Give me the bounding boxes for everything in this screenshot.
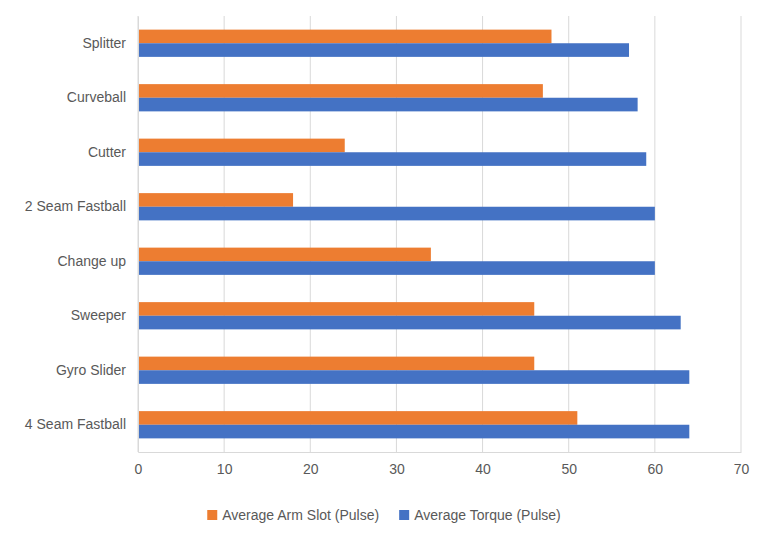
tick-label: 4 Seam Fastball (25, 416, 126, 432)
tick: 40 (475, 452, 491, 477)
bar (138, 425, 689, 439)
bar (138, 193, 293, 207)
bar (138, 370, 689, 384)
tick-label: 40 (475, 461, 491, 477)
tick-label: Sweeper (71, 307, 127, 323)
tick-label: 20 (303, 461, 319, 477)
tick: 30 (389, 452, 405, 477)
bar (138, 357, 534, 371)
axis-line (138, 17, 139, 453)
tick-label: Cutter (88, 144, 126, 160)
grid-line (310, 16, 311, 452)
grid-line (482, 16, 483, 452)
grid-line (568, 16, 569, 452)
tick-label: 30 (389, 461, 405, 477)
tick: Change up (57, 253, 138, 269)
bar (138, 139, 345, 153)
grid-line (138, 16, 139, 452)
bar (138, 411, 577, 425)
tick-label: 2 Seam Fastball (25, 198, 126, 214)
bar (138, 302, 534, 316)
tick-label: 60 (648, 461, 664, 477)
tick-label: Change up (57, 253, 126, 269)
grid-line (654, 16, 655, 452)
bar (138, 84, 543, 98)
legend-label: Average Torque (Pulse) (414, 507, 561, 523)
bar (138, 43, 629, 57)
tick: 4 Seam Fastball (25, 416, 138, 432)
chart: 0 10 20 30 40 50 60 70 Splitter Curveball Cutter 2 … (0, 0, 768, 538)
grid (138, 16, 741, 452)
bars (138, 30, 689, 439)
tick: Cutter (88, 144, 138, 160)
category-axis: Splitter Curveball Cutter 2 Seam Fastball Ch… (25, 17, 139, 453)
tick-label: 0 (135, 461, 143, 477)
tick: 50 (561, 452, 577, 477)
bar (138, 207, 655, 221)
legend-swatch (207, 510, 217, 520)
legend-item: Average Torque (Pulse) (399, 507, 561, 523)
tick-label: 70 (734, 461, 750, 477)
bar (138, 30, 551, 44)
tick: 60 (648, 452, 664, 477)
tick: 2 Seam Fastball (25, 198, 138, 214)
legend-item: Average Arm Slot (Pulse) (207, 507, 379, 523)
tick-label: Curveball (67, 89, 126, 105)
tick: Splitter (82, 35, 138, 51)
tick-label: Splitter (82, 35, 126, 51)
bar (138, 316, 681, 330)
legend-label: Average Arm Slot (Pulse) (222, 507, 379, 523)
tick: Sweeper (71, 307, 138, 323)
tick-label: Gyro Slider (56, 362, 126, 378)
tick: 20 (303, 452, 319, 477)
legend: Average Arm Slot (Pulse) Average Torque (… (207, 507, 561, 523)
tick: 10 (217, 452, 233, 477)
tick: 0 (135, 452, 143, 477)
grid-line (396, 16, 397, 452)
tick: Gyro Slider (56, 362, 138, 378)
bar (138, 98, 638, 112)
axis-line (139, 452, 742, 453)
bar (138, 248, 431, 262)
value-axis: 0 10 20 30 40 50 60 70 (135, 452, 750, 477)
tick-label: 50 (561, 461, 577, 477)
tick: 70 (734, 452, 750, 477)
bar (138, 261, 655, 275)
tick-label: 10 (217, 461, 233, 477)
grid-line (741, 16, 742, 452)
grid-line (224, 16, 225, 452)
legend-swatch (399, 510, 409, 520)
bar (138, 152, 646, 166)
tick: Curveball (67, 89, 138, 105)
